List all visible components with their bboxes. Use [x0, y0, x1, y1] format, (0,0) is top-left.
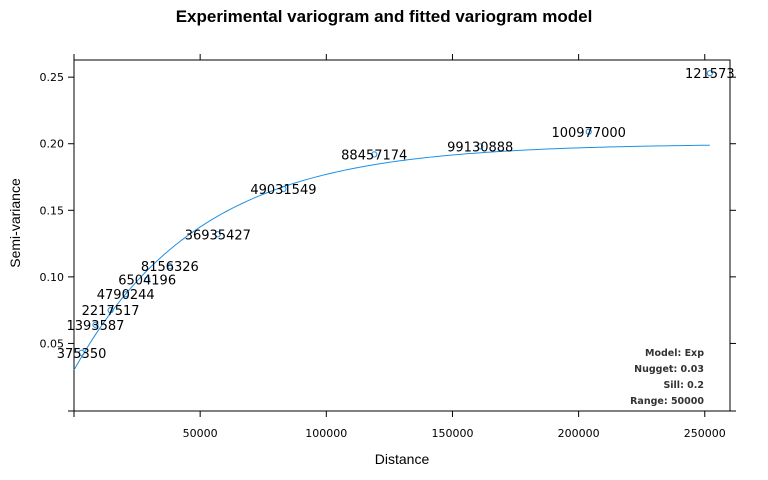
- y-tick-label: 0.10: [40, 271, 65, 284]
- x-tick-label: 250000: [684, 427, 726, 440]
- point-count-label: 2217517: [82, 304, 140, 319]
- point-count-label: 121573: [685, 67, 735, 82]
- model-range-text: Range: 50000: [630, 396, 704, 407]
- semivariance-point: [144, 276, 151, 283]
- fitted-model-line: [73, 144, 710, 371]
- semivariance-point: [477, 143, 484, 150]
- x-axis-ticks: 50000 100000 150000 200000 250000: [73, 54, 726, 440]
- x-axis-label: Distance: [375, 451, 430, 467]
- x-tick-label: 150000: [431, 427, 473, 440]
- plot-frame: [73, 59, 731, 412]
- chart-title: Experimental variogram and fitted variog…: [176, 7, 593, 26]
- point-count-labels: 375350 1393587221751747902446504196815632…: [57, 67, 735, 362]
- semivariance-point: [371, 151, 378, 158]
- y-axis-label: Semi-variance: [7, 178, 23, 268]
- y-tick-label: 0.05: [40, 337, 65, 350]
- y-tick-label: 0.25: [40, 71, 65, 84]
- semivariance-point: [585, 128, 592, 135]
- semivariance-points: [78, 70, 713, 356]
- point-count-label: 49031549: [250, 183, 316, 198]
- model-nugget-text: Nugget: 0.03: [634, 364, 704, 375]
- y-tick-label: 0.20: [40, 138, 65, 151]
- x-tick-label: 50000: [183, 427, 218, 440]
- semivariance-point: [214, 231, 221, 238]
- model-parameters: Model: Exp Nugget: 0.03 Sill: 0.2 Range:…: [630, 348, 704, 407]
- y-axis-ticks: 0.05 0.10 0.15 0.20 0.25: [40, 71, 736, 412]
- semivariance-point: [166, 263, 173, 270]
- semivariance-point: [78, 349, 85, 356]
- point-count-label: 375350: [57, 347, 107, 362]
- x-tick-label: 100000: [305, 427, 347, 440]
- x-tick-label: 200000: [558, 427, 600, 440]
- point-count-label: 36935427: [185, 228, 251, 243]
- point-count-label: 1393587: [66, 319, 124, 334]
- model-sill-text: Sill: 0.2: [663, 380, 704, 391]
- point-count-label: 4790244: [97, 288, 155, 303]
- point-count-label: 100977000: [551, 126, 625, 141]
- point-count-label: 8156326: [141, 260, 199, 275]
- y-tick-label: 0.15: [40, 204, 65, 217]
- semivariance-point: [122, 291, 129, 298]
- semivariance-point: [280, 185, 287, 193]
- point-count-label: 99130888: [447, 140, 513, 155]
- semivariance-point: [92, 321, 99, 328]
- model-type-text: Model: Exp: [645, 348, 704, 359]
- semivariance-point: [107, 307, 114, 314]
- semivariance-point: [706, 70, 713, 77]
- point-count-label: 6504196: [118, 274, 176, 289]
- point-count-label: 88457174: [341, 148, 407, 163]
